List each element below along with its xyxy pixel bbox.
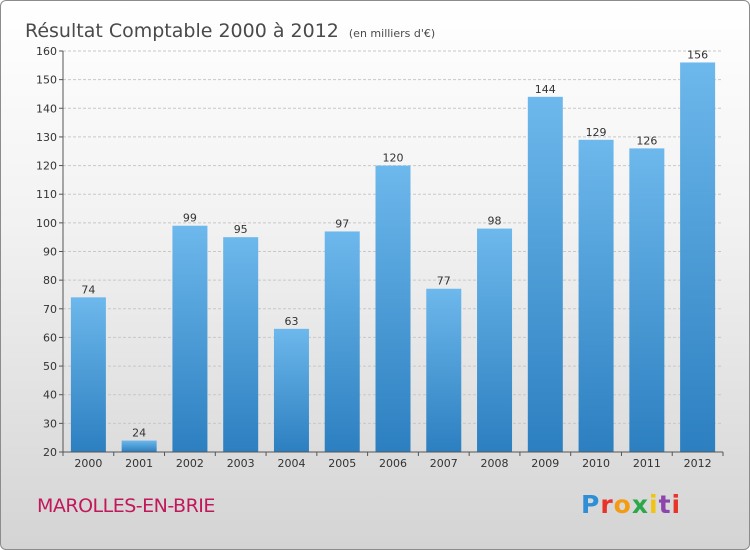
bar (578, 139, 614, 453)
chart-title-main: Résultat Comptable 2000 à 2012 (25, 20, 339, 42)
bar (324, 231, 360, 452)
y-tick-label: 130 (36, 131, 57, 144)
data-label: 120 (383, 152, 404, 165)
logo-letter: r (600, 490, 614, 519)
x-tick-label: 2001 (125, 457, 153, 470)
x-tick-label: 2007 (430, 457, 458, 470)
bar (629, 148, 665, 452)
bars (70, 62, 716, 453)
labels: 20 30 40 50 60 70 80 90 100 110 120 130 140 150 160 74 2… (36, 45, 712, 470)
y-tick-label: 120 (36, 160, 57, 173)
y-tick-label: 160 (36, 45, 57, 58)
bar (121, 440, 157, 452)
chart-subtitle: (en milliers d'€) (348, 27, 436, 40)
x-tick-label: 2008 (481, 457, 509, 470)
logo-letter: P (581, 490, 601, 519)
data-label: 126 (636, 134, 657, 147)
y-tick-label: 150 (36, 74, 57, 87)
bar (680, 62, 716, 452)
bar (223, 237, 259, 452)
x-tick-label: 2009 (531, 457, 559, 470)
logo-letter: t (658, 490, 672, 519)
x-tick-label: 2000 (74, 457, 102, 470)
x-tick-label: 2004 (277, 457, 305, 470)
bar (527, 96, 563, 452)
x-tick-label: 2010 (582, 457, 610, 470)
data-label: 99 (183, 212, 197, 225)
logo-letter: o (613, 490, 632, 519)
x-tick-label: 2011 (633, 457, 661, 470)
x-tick-label: 2003 (227, 457, 255, 470)
y-tick-label: 110 (36, 188, 57, 201)
logo-letter: i (671, 490, 682, 519)
x-tick-label: 2002 (176, 457, 204, 470)
y-tick-label: 80 (43, 274, 57, 287)
y-tick-label: 40 (43, 389, 57, 402)
logo-letter: x (631, 490, 649, 519)
y-tick-label: 50 (43, 360, 57, 373)
y-tick-label: 60 (43, 331, 57, 344)
bar-chart: 20 30 40 50 60 70 80 90 100 110 120 130 140 150 160 74 2… (36, 45, 724, 470)
x-tick-label: 2012 (684, 457, 712, 470)
y-tick-label: 20 (43, 446, 57, 459)
axes (59, 50, 724, 456)
data-label: 144 (535, 83, 556, 96)
bar (70, 297, 106, 452)
data-label: 24 (132, 427, 146, 440)
data-label: 129 (586, 126, 607, 139)
bar (375, 165, 411, 453)
chart-title: Résultat Comptable 2000 à 2012 (en millie… (25, 7, 435, 45)
bar (273, 328, 309, 452)
data-label: 98 (488, 215, 502, 228)
y-tick-label: 70 (43, 303, 57, 316)
y-tick-label: 30 (43, 417, 57, 430)
data-label: 77 (437, 275, 451, 288)
y-tick-label: 90 (43, 246, 57, 259)
logo-letter: i (649, 490, 659, 519)
data-label: 74 (81, 283, 95, 296)
data-label: 97 (335, 217, 349, 230)
bar (477, 228, 513, 452)
bar (426, 288, 462, 452)
y-tick-label: 100 (36, 217, 57, 230)
data-label: 156 (687, 48, 708, 61)
y-tick-label: 140 (36, 102, 57, 115)
proxiti-logo: Proxiti (581, 490, 681, 519)
x-tick-label: 2005 (328, 457, 356, 470)
data-label: 95 (234, 223, 248, 236)
bar (172, 225, 208, 452)
data-label: 63 (284, 315, 298, 328)
commune-name: MAROLLES-EN-BRIE (37, 495, 215, 517)
x-tick-label: 2006 (379, 457, 407, 470)
